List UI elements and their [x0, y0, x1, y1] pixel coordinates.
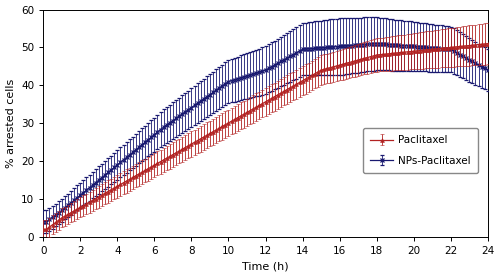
Y-axis label: % arrested cells: % arrested cells — [6, 79, 16, 168]
Legend: Paclitaxel, NPs-Paclitaxel: Paclitaxel, NPs-Paclitaxel — [363, 128, 478, 173]
X-axis label: Time (h): Time (h) — [242, 261, 289, 271]
